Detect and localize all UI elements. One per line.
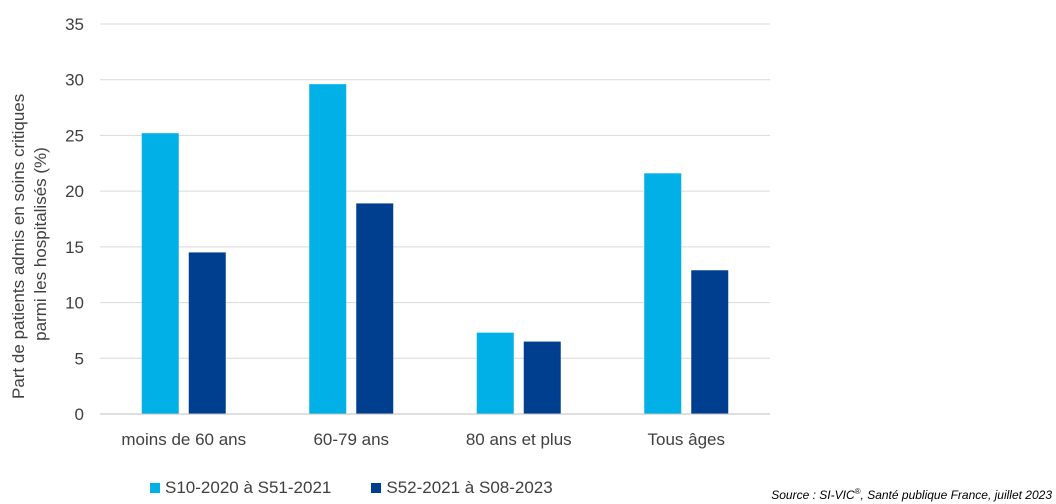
bars (141, 84, 729, 415)
legend-swatch-series-1 (150, 483, 160, 493)
bar-series-1 (644, 173, 682, 414)
source-note: Source : SI-VIC®, Santé publique France,… (771, 487, 1052, 502)
y-tick-label: 35 (65, 15, 84, 34)
x-axis-categories: moins de 60 ans 60-79 ans 80 ans et plus To… (121, 430, 725, 449)
x-category-label: 60-79 ans (313, 430, 389, 449)
bar-series-2 (188, 252, 226, 414)
y-tick-label: 30 (65, 71, 84, 90)
chart: 0 5 10 15 20 25 30 35 moins de 60 ans 60-79 ans 8… (9, 15, 770, 449)
x-category-label: Tous âges (648, 430, 726, 449)
legend-item-series-1: S10-2020 à S51-2021 (150, 478, 331, 498)
y-tick-label: 10 (65, 294, 84, 313)
y-axis-label-line-1: Part de patients admis en soins critique… (9, 94, 28, 399)
bar-series-1 (141, 133, 179, 414)
y-axis-label-line-2: parmi les hospitalisés (%) (31, 147, 50, 341)
y-tick-label: 5 (75, 349, 84, 368)
y-tick-label: 0 (75, 405, 84, 424)
legend-label-series-2: S52-2021 à S08-2023 (386, 478, 553, 497)
bar-series-1 (476, 332, 514, 414)
bar-series-2 (691, 270, 729, 414)
source-registered-mark: ® (854, 487, 861, 496)
x-category-label: 80 ans et plus (466, 430, 572, 449)
source-text: Source : SI-VIC (771, 488, 855, 502)
bar-series-1 (309, 84, 347, 415)
source-text-rest: , Santé publique France, juillet 2023 (860, 488, 1052, 502)
legend-item-series-2: S52-2021 à S08-2023 (371, 478, 553, 498)
y-tick-label: 20 (65, 182, 84, 201)
y-tick-label: 15 (65, 238, 84, 257)
legend: S10-2020 à S51-2021 S52-2021 à S08-2023 (150, 478, 553, 498)
y-axis-label: Part de patients admis en soins critique… (9, 89, 50, 399)
y-tick-label: 25 (65, 126, 84, 145)
y-axis-ticks: 0 5 10 15 20 25 30 35 (65, 15, 84, 424)
legend-label-series-1: S10-2020 à S51-2021 (165, 478, 332, 497)
legend-swatch-series-2 (371, 483, 382, 493)
bar-series-2 (356, 203, 394, 414)
x-category-label: moins de 60 ans (121, 430, 246, 449)
bar-series-2 (523, 341, 561, 414)
